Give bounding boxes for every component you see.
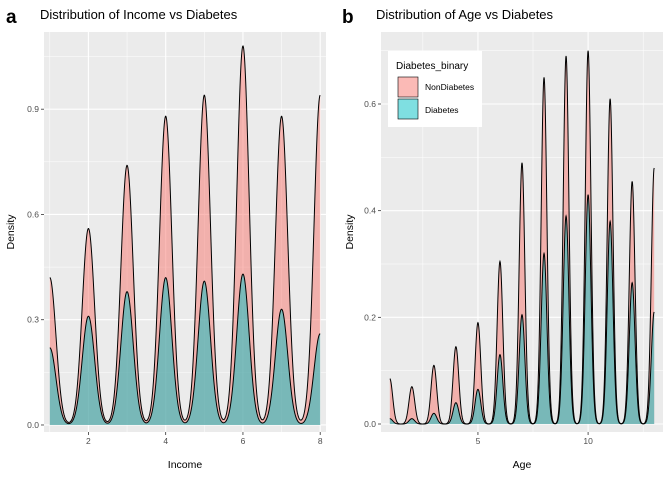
panel-b-series — [389, 50, 655, 425]
density-line-nondiabetes — [49, 45, 321, 423]
y-tick-label: 0.0 — [364, 419, 376, 429]
y-tick-label: 0.6 — [27, 209, 39, 219]
density-area-nondiabetes — [49, 46, 321, 425]
legend-label-diabetes: Diabetes — [425, 105, 459, 115]
density-area-diabetes — [389, 194, 655, 424]
legend-title: Diabetes_binary — [396, 61, 468, 72]
panel-a-series — [49, 45, 321, 425]
panel-b-y-ticks: 0.0 0.2 0.4 0.6 — [364, 99, 381, 429]
x-tick-label: 2 — [86, 436, 91, 446]
y-tick-label: 0.6 — [364, 99, 376, 109]
panel-a-title: Distribution of Income vs Diabetes — [40, 7, 238, 22]
y-tick-label: 0.9 — [27, 104, 39, 114]
panel-b-y-axis-label: Density — [344, 214, 356, 250]
y-tick-label: 0.0 — [27, 420, 39, 430]
x-tick-label: 6 — [241, 436, 246, 446]
panel-b-x-ticks: 5 10 — [476, 432, 593, 446]
panel-tag-a: a — [6, 7, 17, 28]
panel-b-x-axis-label: Age — [513, 459, 532, 471]
panel-a: a Distribution of Income vs Diabetes 2 4 6… — [5, 7, 326, 471]
panel-a-x-ticks: 2 4 6 8 — [86, 432, 323, 446]
legend-key-nondiabetes — [397, 76, 419, 98]
panel-a-y-ticks: 0.0 0.3 0.6 0.9 — [27, 104, 44, 430]
y-tick-label: 0.2 — [364, 312, 376, 322]
legend-label-nondiabetes: NonDiabetes — [425, 82, 474, 92]
y-tick-label: 0.4 — [364, 206, 376, 216]
x-tick-label: 8 — [318, 436, 323, 446]
legend-key-diabetes — [397, 98, 419, 120]
panel-b-title: Distribution of Age vs Diabetes — [376, 7, 554, 22]
x-tick-label: 5 — [476, 436, 481, 446]
density-line-diabetes — [389, 194, 655, 425]
y-tick-label: 0.3 — [27, 315, 39, 325]
x-tick-label: 4 — [163, 436, 168, 446]
legend: Diabetes_binary NonDiabetes Diabetes — [388, 51, 482, 127]
density-line-nondiabetes — [389, 50, 655, 425]
panel-a-x-axis-label: Income — [168, 459, 203, 471]
panel-a-y-axis-label: Density — [5, 214, 17, 250]
panel-tag-b: b — [342, 7, 354, 28]
density-line-diabetes — [49, 273, 321, 425]
x-tick-label: 10 — [583, 436, 593, 446]
